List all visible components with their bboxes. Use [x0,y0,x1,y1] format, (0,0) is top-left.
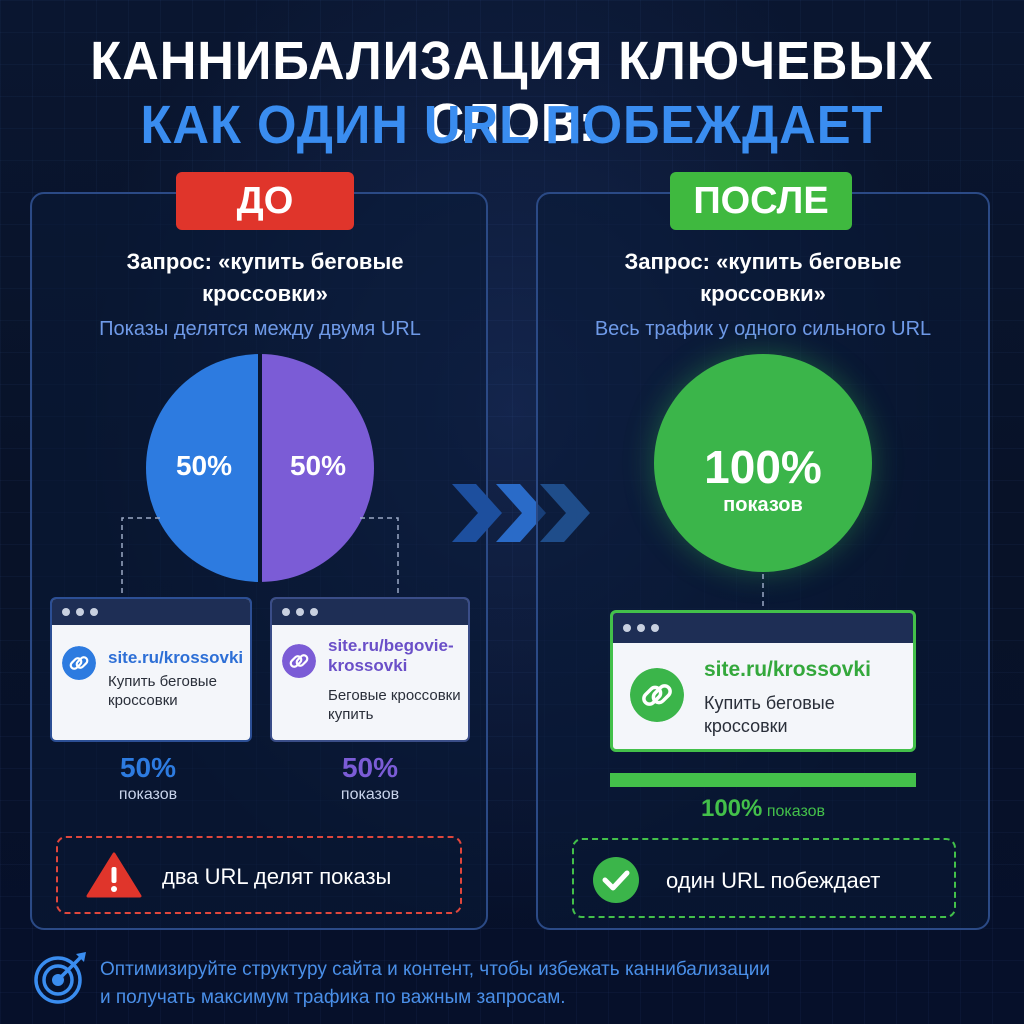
window-titlebar [613,613,913,643]
link-icon [62,646,96,680]
pie-slice-right [260,354,374,582]
circle-connector [762,574,764,610]
pie-connectors [121,517,399,598]
card2-percent-label: показов [340,786,400,803]
warning-icon [86,852,142,898]
split-pie-chart [146,354,374,582]
warning-text: два URL делят показы [162,864,392,889]
circle-percent-label: показов [723,494,803,516]
page-subtitle: КАК ОДИН URL ПОБЕЖДАЕТ [140,95,884,155]
window-titlebar [272,599,468,625]
url-text[interactable]: site.ru/krossovki [704,658,871,681]
traffic-percent-label: показов [766,803,826,820]
card2-percent: 50% [341,752,399,783]
before-query: Запрос: «купить беговые кроссовки» [126,249,404,306]
full-traffic-circle [654,354,872,572]
traffic-bar [610,773,916,787]
link-icon [282,644,316,678]
success-text: один URL побеждает [666,868,881,893]
check-icon [593,857,639,903]
url-description: Беговые кроссовки купить [328,687,461,723]
url-description: Купить беговые кроссовки [704,693,835,736]
circle-percent: 100% [704,441,822,493]
page-title: КАННИБАЛИЗАЦИЯ КЛЮЧЕВЫХ СЛОВ: [90,31,934,153]
url-description: Купить беговые кроссовки [108,673,217,709]
traffic-percent: 100% [700,795,763,822]
before-subtitle: Показы делятся между двумя URL [99,318,421,340]
pie-label-right: 50% [289,450,347,481]
success-box [572,838,956,918]
traffic-bar-label: 100% показов [610,795,916,823]
after-tag: ПОСЛЕ [670,172,852,230]
after-subtitle: Весь трафик у одного сильного URL [594,318,932,340]
footer-line-2: и получать максимум трафика по важным за… [100,987,566,1008]
footer-line-1: Оптимизируйте структуру сайта и контент,… [100,959,770,980]
pie-label-left: 50% [175,450,233,481]
url-text[interactable]: site.ru/krossovki [108,648,244,667]
before-panel [30,192,488,930]
warning-box [56,836,462,914]
link-icon [630,668,684,722]
pie-slice-left [146,354,260,582]
footer-note: Оптимизируйте структуру сайта и контент,… [100,956,770,1012]
before-tag: ДО [176,172,354,230]
target-icon [34,952,86,1004]
after-query: Запрос: «купить беговые кроссовки» [624,249,902,306]
card1-percent: 50% [119,752,177,783]
window-titlebar [52,599,250,625]
card1-percent-label: показов [118,786,178,803]
url-text[interactable]: site.ru/begovie-krossovki [328,636,454,675]
